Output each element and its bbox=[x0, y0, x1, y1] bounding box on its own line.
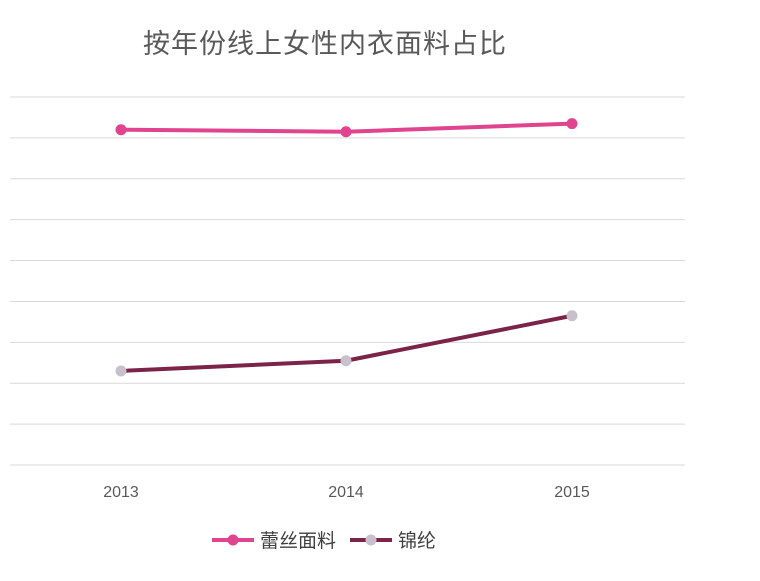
legend-swatch-marker bbox=[365, 534, 377, 546]
x-tick-label: 2013 bbox=[103, 484, 139, 501]
gridlines bbox=[10, 96, 685, 466]
x-tick-label: 2014 bbox=[328, 484, 364, 501]
x-axis-ticks: 2013 2014 2015 bbox=[103, 484, 590, 501]
data-point bbox=[566, 310, 578, 322]
data-point bbox=[115, 124, 127, 136]
chart-title: 按年份线上女性内衣面料占比 bbox=[143, 29, 507, 60]
series-markers bbox=[115, 118, 578, 377]
legend-label: 锦纶 bbox=[398, 530, 436, 552]
x-tick-label: 2015 bbox=[554, 484, 590, 501]
legend-label: 蕾丝面料 bbox=[260, 530, 336, 552]
legend-swatch-marker bbox=[227, 534, 239, 546]
data-point bbox=[566, 118, 578, 130]
series-lines bbox=[119, 121, 574, 373]
data-point bbox=[340, 126, 352, 138]
data-point bbox=[340, 355, 352, 367]
legend: 蕾丝面料 锦纶 bbox=[212, 530, 436, 552]
data-point bbox=[115, 365, 127, 377]
